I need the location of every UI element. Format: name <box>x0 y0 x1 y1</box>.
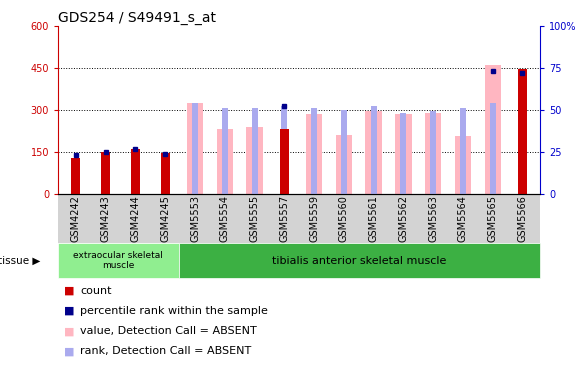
Text: ■: ■ <box>64 346 74 356</box>
Bar <box>281 105 288 194</box>
Bar <box>252 108 257 194</box>
Text: ■: ■ <box>64 286 74 296</box>
Text: GDS254 / S49491_s_at: GDS254 / S49491_s_at <box>58 11 216 25</box>
Bar <box>518 69 527 194</box>
Bar <box>425 113 442 194</box>
Text: ■: ■ <box>64 306 74 316</box>
Text: value, Detection Call = ABSENT: value, Detection Call = ABSENT <box>80 326 257 336</box>
Bar <box>430 111 436 194</box>
Bar <box>246 127 263 194</box>
Text: tissue ▶: tissue ▶ <box>0 256 41 266</box>
Text: percentile rank within the sample: percentile rank within the sample <box>80 306 268 316</box>
Bar <box>187 103 203 194</box>
Bar <box>101 152 110 194</box>
Bar <box>222 108 228 194</box>
Bar <box>460 108 466 194</box>
Bar <box>161 153 170 194</box>
Bar <box>485 65 501 194</box>
Bar <box>400 113 406 194</box>
Bar <box>71 157 80 194</box>
Text: extraocular skeletal
muscle: extraocular skeletal muscle <box>73 251 163 270</box>
Text: tibialis anterior skeletal muscle: tibialis anterior skeletal muscle <box>272 256 447 266</box>
Bar <box>306 114 322 194</box>
Bar <box>131 149 140 194</box>
Text: ■: ■ <box>64 326 74 336</box>
Bar <box>341 110 347 194</box>
Text: count: count <box>80 286 112 296</box>
Bar <box>365 111 382 194</box>
Bar <box>490 103 496 194</box>
Bar <box>192 103 198 194</box>
Bar <box>336 135 352 194</box>
Bar <box>395 114 411 194</box>
Text: rank, Detection Call = ABSENT: rank, Detection Call = ABSENT <box>80 346 252 356</box>
Bar <box>217 130 233 194</box>
Bar <box>371 105 376 194</box>
Bar <box>311 108 317 194</box>
Bar <box>280 130 289 194</box>
Bar <box>455 137 471 194</box>
